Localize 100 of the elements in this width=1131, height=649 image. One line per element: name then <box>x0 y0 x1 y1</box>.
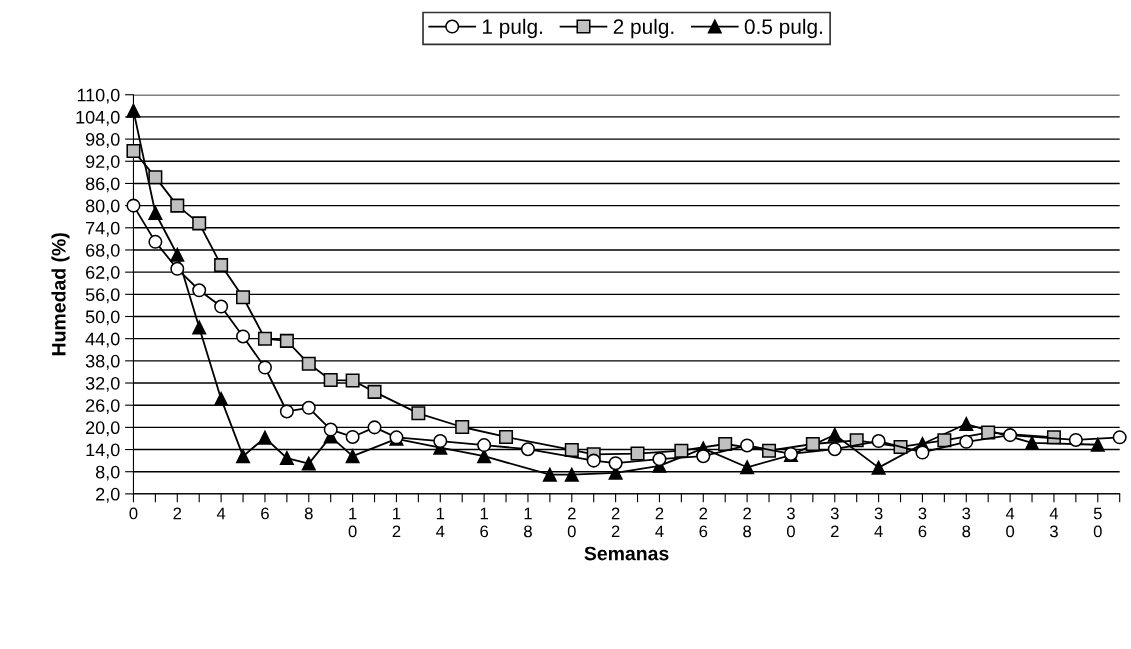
y-tick-label: 110,0 <box>77 88 120 104</box>
point <box>520 442 535 457</box>
point <box>257 430 272 445</box>
x-tick-label: 38 <box>962 507 971 538</box>
x-tick-label: 2 <box>173 507 182 520</box>
y-axis-title: Humedad (%) <box>51 233 70 356</box>
x-tick-label: 18 <box>524 507 532 538</box>
y-tick-label: 62,0 <box>86 266 120 281</box>
point <box>345 449 360 464</box>
x-tick-label: 2 4 <box>655 507 664 538</box>
x-tick-label: 43 <box>1049 507 1059 538</box>
point <box>126 143 141 158</box>
x-tick-label: 16 <box>480 507 489 538</box>
point <box>1090 437 1105 452</box>
point <box>477 438 492 453</box>
point <box>433 434 448 449</box>
point <box>937 433 952 448</box>
x-tick-label: 40 <box>1005 507 1015 538</box>
point <box>170 247 185 262</box>
point <box>740 460 755 475</box>
y-tick-label: 20,0 <box>86 421 120 437</box>
point <box>279 404 294 419</box>
y-tick-label: 50,0 <box>85 310 120 326</box>
legend-label: 1 pulg. <box>482 18 543 39</box>
point <box>542 467 557 482</box>
point <box>915 445 930 460</box>
point <box>586 453 601 468</box>
x-tick-label: 20 <box>567 507 576 538</box>
point <box>871 460 886 475</box>
y-tick-label: 2,0 <box>96 487 120 503</box>
x-tick-label: 28 <box>743 507 752 538</box>
point <box>323 373 338 388</box>
point <box>740 438 755 453</box>
point <box>301 456 316 471</box>
x-tick-label: 30 <box>786 507 795 538</box>
point <box>564 442 579 457</box>
point <box>236 449 251 464</box>
point <box>148 170 163 185</box>
x-axis-title: Semanas <box>584 546 669 561</box>
point <box>301 400 316 415</box>
point <box>696 449 711 464</box>
point <box>652 452 667 467</box>
y-tick-label: 68,0 <box>86 243 120 259</box>
point <box>827 442 842 457</box>
point <box>345 429 360 444</box>
legend-label: 0.5 pulg. <box>744 18 822 39</box>
y-tick-label: 26,0 <box>86 399 120 415</box>
point <box>411 406 426 421</box>
point <box>827 427 842 442</box>
point <box>1025 435 1040 450</box>
point <box>257 360 272 375</box>
x-tick-label: 0 <box>129 507 138 520</box>
x-tick-label: 14 <box>436 507 445 538</box>
point <box>192 216 207 231</box>
y-tick-label: 8,0 <box>95 465 120 481</box>
point <box>455 419 470 435</box>
x-tick-label: 6 <box>261 507 269 520</box>
point <box>477 449 492 464</box>
point <box>236 290 251 305</box>
x-tick-label: 12 <box>392 507 401 538</box>
x-tick-label: 10 <box>348 507 357 538</box>
point <box>148 206 163 221</box>
point <box>959 417 974 432</box>
point <box>1112 430 1127 445</box>
point <box>345 373 360 388</box>
point <box>805 436 820 452</box>
point <box>367 384 382 399</box>
point <box>148 234 163 249</box>
point <box>214 258 229 273</box>
point <box>214 299 229 314</box>
point <box>279 333 294 348</box>
point <box>279 451 294 466</box>
x-tick-label: 32 <box>830 507 839 538</box>
point <box>674 443 689 458</box>
point <box>323 422 338 437</box>
point <box>170 198 185 213</box>
x-tick-label: 26 <box>699 507 708 538</box>
y-tick-label: 44,0 <box>85 332 120 348</box>
x-tick-label: 50 <box>1093 507 1102 538</box>
y-tick-label: 104,0 <box>76 110 120 126</box>
point <box>170 261 185 276</box>
point <box>214 391 229 406</box>
point <box>630 446 645 461</box>
point <box>367 420 382 435</box>
x-tick-label: 36 <box>918 507 927 538</box>
y-tick-label: 86,0 <box>85 177 120 193</box>
point <box>499 429 514 444</box>
y-tick-label: 74,0 <box>86 221 120 237</box>
point <box>564 467 579 482</box>
y-tick-label: 56,0 <box>85 288 120 304</box>
point <box>1068 432 1083 447</box>
x-tick-label: 22 <box>611 507 620 538</box>
y-tick-label: 32,0 <box>85 376 120 392</box>
point <box>257 331 272 346</box>
y-tick-label: 92,0 <box>85 155 120 171</box>
legend-label: 2 pulg. <box>613 18 674 39</box>
x-tick-label: 8 <box>304 507 313 520</box>
point <box>236 329 251 344</box>
y-tick-label: 14,0 <box>86 443 120 459</box>
x-tick-label: 34 <box>874 507 883 538</box>
